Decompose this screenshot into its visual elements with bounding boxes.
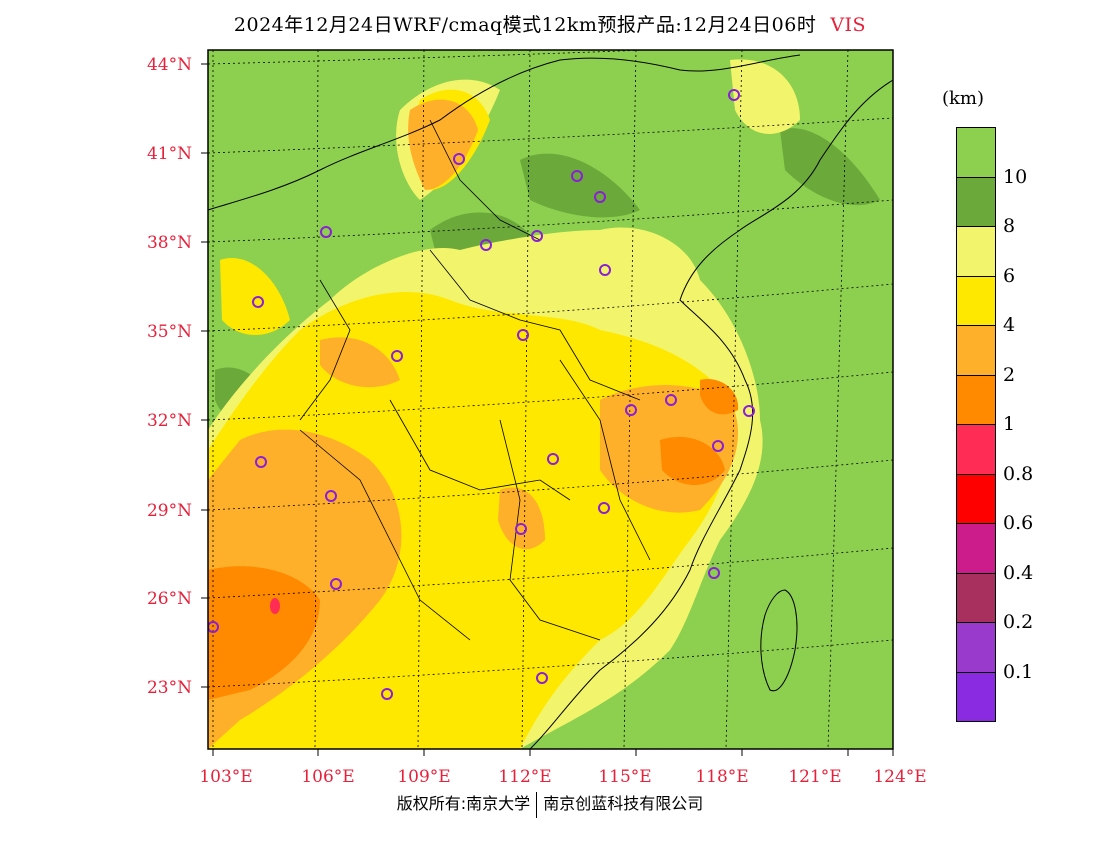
- site-marker: [712, 440, 724, 452]
- colorbar-segment: [956, 623, 996, 673]
- map-frame: [207, 49, 894, 750]
- lon-label: 109°E: [397, 767, 450, 787]
- coastline: [529, 79, 893, 749]
- site-marker: [594, 191, 606, 203]
- site-marker: [330, 578, 342, 590]
- site-marker: [391, 350, 403, 362]
- province-boundary: [299, 119, 651, 641]
- company-name: 南京创蓝科技有限公司: [543, 794, 704, 813]
- title-text: 2024年12月24日WRF/cmaq模式12km预报产品:12月24日06时: [233, 14, 817, 36]
- colorbar: [956, 127, 996, 722]
- country-border: [208, 54, 801, 211]
- site-marker: [252, 296, 264, 308]
- site-marker: [599, 264, 611, 276]
- colorbar-segment: [956, 177, 996, 227]
- lon-label: 118°E: [695, 767, 748, 787]
- lat-lon-grid: [208, 50, 893, 749]
- site-marker: [517, 329, 529, 341]
- site-marker: [531, 230, 543, 242]
- colorbar-segment: [956, 573, 996, 623]
- colorbar-segment: [956, 127, 996, 178]
- colorbar-segment: [956, 524, 996, 574]
- colorbar-tick-label: 0.1: [1003, 660, 1034, 683]
- vis-6km-area: [730, 59, 800, 134]
- colorbar-tick-label: 4: [1003, 314, 1016, 336]
- colorbar-tick-label: 6: [1003, 264, 1016, 287]
- axis-ticks: [201, 63, 894, 756]
- colorbar-tick-label: 0.6: [1003, 512, 1034, 534]
- lat-label: 32°N: [147, 411, 192, 431]
- vis-0-8km-spot: [270, 598, 280, 614]
- footer-separator: [536, 791, 538, 818]
- site-markers: [208, 89, 755, 700]
- colorbar-segment: [956, 474, 996, 524]
- vis-8km-patch: [780, 128, 880, 206]
- taiwan-outline: [760, 589, 798, 692]
- lon-label: 121°E: [788, 767, 841, 787]
- lat-label: 35°N: [147, 322, 192, 342]
- vis-4km-area: [220, 258, 290, 335]
- colorbar-unit: (km): [942, 88, 985, 109]
- vis-2km-area: [408, 99, 478, 190]
- site-marker: [515, 523, 527, 535]
- colorbar-tick-label: 8: [1003, 215, 1016, 237]
- colorbar-segment: [956, 326, 996, 376]
- colorbar-segment: [956, 375, 996, 425]
- colorbar-segment: [956, 227, 996, 277]
- lon-label: 124°E: [873, 767, 926, 787]
- vis-8km-patch: [520, 153, 640, 218]
- site-marker: [325, 490, 337, 502]
- lat-label: 38°N: [147, 233, 192, 253]
- site-marker: [255, 456, 267, 468]
- lat-label: 44°N: [147, 55, 192, 75]
- site-marker: [728, 89, 740, 101]
- vis-2km-area: [320, 337, 400, 388]
- site-marker: [208, 621, 219, 633]
- site-marker: [536, 672, 548, 684]
- site-marker: [320, 226, 332, 238]
- colorbar-tick-label: 0.8: [1003, 462, 1034, 485]
- colorbar-segment: [956, 425, 996, 475]
- lat-label: 23°N: [147, 678, 192, 698]
- colorbar-tick-label: 1: [1003, 413, 1016, 435]
- site-marker: [480, 239, 492, 251]
- map-title: 2024年12月24日WRF/cmaq模式12km预报产品:12月24日06时 V…: [0, 10, 1100, 37]
- vis-1km-area: [208, 566, 320, 700]
- colorbar-segment: [956, 276, 996, 326]
- lat-label: 29°N: [147, 501, 192, 521]
- colorbar-tick-label: 0.4: [1003, 561, 1034, 584]
- colorbar-tick-label: 10: [1003, 165, 1028, 188]
- lat-label: 26°N: [147, 589, 192, 609]
- lon-label: 106°E: [301, 767, 354, 787]
- footer: 版权所有:南京大学 南京创蓝科技有限公司: [0, 790, 1100, 818]
- site-marker: [381, 688, 393, 700]
- site-marker: [453, 153, 465, 165]
- colorbar-tick-label: 0.2: [1003, 611, 1034, 633]
- site-marker: [571, 170, 583, 182]
- variable-name: VIS: [830, 14, 867, 36]
- colorbar-tick-label: 2: [1003, 363, 1016, 386]
- site-marker: [598, 502, 610, 514]
- vis-2km-area: [498, 487, 545, 550]
- lon-label: 115°E: [598, 767, 651, 787]
- vis-1km-area: [660, 436, 725, 485]
- lon-label: 103°E: [199, 767, 252, 787]
- lat-label: 41°N: [147, 144, 192, 164]
- copyright-text: 版权所有:南京大学: [396, 794, 531, 813]
- site-marker: [547, 453, 559, 465]
- site-marker: [665, 394, 677, 406]
- lon-label: 112°E: [498, 767, 551, 787]
- vis-1km-area: [700, 379, 739, 415]
- colorbar-segment: [956, 672, 996, 722]
- site-marker: [625, 404, 637, 416]
- site-marker: [743, 405, 755, 417]
- site-marker: [708, 567, 720, 579]
